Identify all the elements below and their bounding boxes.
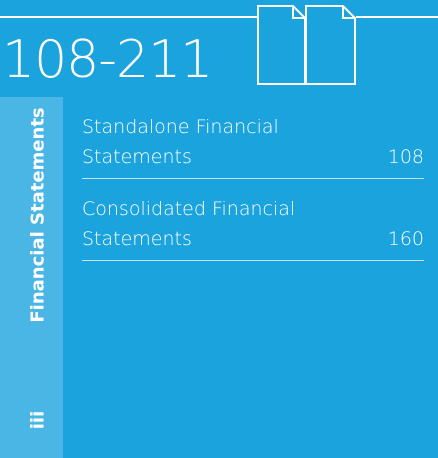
entry-row: Statements 108: [82, 142, 424, 172]
page-number: 160: [387, 228, 424, 250]
header-graphic: [0, 5, 438, 85]
entry-title: Consolidated Financial: [82, 198, 296, 220]
sidebar: [0, 97, 63, 458]
entry-row: Statements 160: [82, 224, 424, 254]
sidebar-label: Financial Statements: [27, 107, 49, 323]
entry-title: Statements: [82, 228, 192, 250]
page-number: 108: [387, 146, 424, 168]
page-icon: [257, 5, 306, 85]
section-number: iii: [27, 410, 49, 430]
page-icon: [305, 5, 356, 85]
page-range: 108-211: [2, 30, 213, 90]
entry-title: Standalone Financial: [82, 116, 279, 138]
toc-entry: Standalone Financial Statements 108: [82, 112, 424, 179]
entry-title: Statements: [82, 146, 192, 168]
toc-entry: Consolidated Financial Statements 160: [82, 194, 424, 261]
